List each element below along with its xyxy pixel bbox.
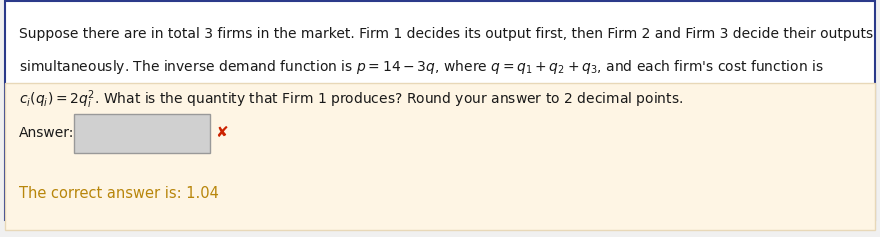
Text: The correct answer is: 1.04: The correct answer is: 1.04	[19, 186, 219, 201]
Text: Suppose there are in total 3 firms in the market. Firm 1 decides its output firs: Suppose there are in total 3 firms in th…	[19, 27, 874, 41]
Bar	[5, 83, 875, 230]
Text: simultaneously. The inverse demand function is $p = 14 - 3q$, where $q = q_1 + q: simultaneously. The inverse demand funct…	[19, 58, 824, 76]
Text: Answer:: Answer:	[19, 126, 75, 140]
Text: $c_i(q_i) = 2q_i^2$. What is the quantity that Firm 1 produces? Round your answe: $c_i(q_i) = 2q_i^2$. What is the quantit…	[19, 89, 684, 111]
Bar	[74, 114, 210, 153]
Text: ✘: ✘	[216, 125, 228, 140]
